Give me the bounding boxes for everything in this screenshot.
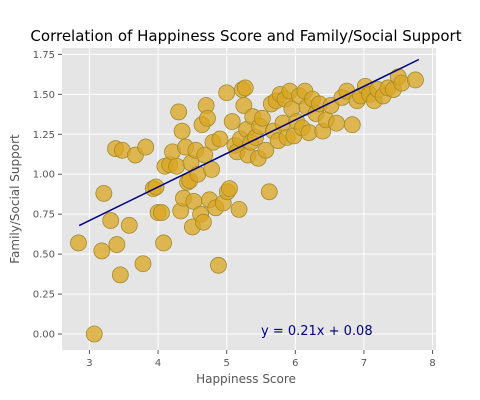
- data-point: [120, 216, 138, 234]
- tick-labels: 3 4 5 6 7 8 0.00 0.25 0.50 0.75 1.00 1.25 1.50 1.75: [33, 50, 436, 369]
- y-tick-label: 1.25: [33, 130, 55, 141]
- data-point: [102, 212, 120, 229]
- data-point: [260, 183, 278, 201]
- y-axis-label: Family/Social Support: [8, 134, 22, 264]
- data-point: [173, 122, 191, 140]
- data-point: [407, 71, 424, 89]
- data-point: [210, 256, 227, 274]
- data-point: [137, 138, 155, 156]
- regression-line: [78, 58, 420, 227]
- data-point: [85, 325, 103, 343]
- x-tick-label: 5: [224, 358, 230, 369]
- data-point: [223, 113, 241, 130]
- data-point: [170, 103, 188, 121]
- x-tick-label: 7: [361, 358, 367, 369]
- data-point: [221, 180, 238, 198]
- y-tick-label: 0.75: [33, 210, 55, 221]
- data-point: [134, 255, 152, 273]
- data-point: [236, 79, 254, 97]
- data-point: [328, 114, 345, 132]
- data-point: [218, 84, 236, 102]
- y-tick-label: 0.00: [33, 330, 55, 341]
- data-point: [93, 242, 111, 260]
- data-point: [95, 185, 113, 202]
- y-tick-label: 0.25: [33, 290, 55, 301]
- x-axis-label: Happiness Score: [196, 372, 296, 386]
- data-point: [257, 141, 275, 159]
- data-point: [155, 234, 172, 252]
- data-point: [168, 157, 186, 175]
- y-tick-label: 0.50: [33, 250, 55, 261]
- data-point: [196, 146, 214, 164]
- y-tick-label: 1.75: [33, 50, 55, 61]
- y-tick-label: 1.50: [33, 90, 55, 101]
- data-point: [230, 200, 248, 218]
- x-tick-label: 4: [155, 358, 161, 369]
- data-point: [147, 178, 165, 196]
- y-tick-label: 1.00: [33, 170, 55, 181]
- data-point: [108, 236, 126, 253]
- chart-title: Correlation of Happiness Score and Famil…: [30, 27, 461, 45]
- data-point: [211, 130, 229, 148]
- data-points: [70, 68, 424, 343]
- data-point: [194, 213, 212, 231]
- regression-equation: y = 0.21x + 0.08: [261, 324, 373, 339]
- x-tick-label: 8: [429, 358, 435, 369]
- data-point: [111, 266, 129, 284]
- x-tick-label: 6: [292, 358, 298, 369]
- data-point: [343, 116, 361, 134]
- data-point: [393, 74, 411, 92]
- data-point: [70, 234, 87, 252]
- data-point: [153, 204, 170, 221]
- data-point: [253, 109, 271, 127]
- x-tick-label: 3: [86, 358, 92, 369]
- data-point: [199, 109, 216, 127]
- data-point: [235, 97, 253, 114]
